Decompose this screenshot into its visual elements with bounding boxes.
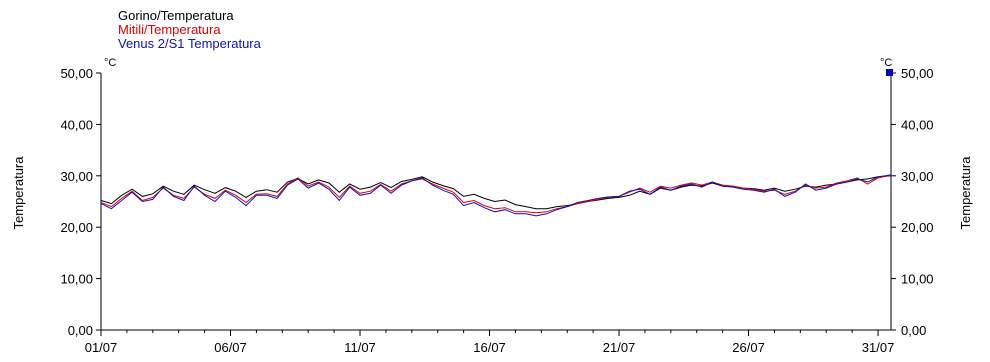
legend: Gorino/Temperatura Mitili/Temperatura Ve… [118, 9, 261, 51]
ticks: 0,00 0,00 10,00 10,00 20,00 20,00 30,00 30,00 40… [60, 66, 933, 355]
series-line-2 [100, 174, 892, 217]
y-tick-label-left: 40,00 [60, 117, 93, 132]
y-tick-label-left: 30,00 [60, 169, 93, 184]
y-unit-left: °C [104, 57, 116, 69]
series-lines [100, 174, 892, 217]
y-tick-label-right: 30,00 [901, 169, 934, 184]
y-tick-label-left: 0,00 [68, 323, 93, 338]
x-tick-label: 31/07 [862, 340, 895, 355]
y-tick-label-right: 50,00 [901, 66, 934, 81]
legend-item-mitili: Mitili/Temperatura [118, 22, 221, 37]
y-tick-label-left: 10,00 [60, 272, 93, 287]
series-marker [886, 69, 893, 76]
y-tick-label-right: 10,00 [901, 272, 934, 287]
series-line-0 [100, 175, 892, 210]
x-tick-label: 06/07 [214, 340, 247, 355]
y-tick-label-right: 20,00 [901, 220, 934, 235]
axes [100, 69, 893, 331]
x-tick-label: 01/07 [85, 340, 118, 355]
y-tick-label-right: 0,00 [901, 323, 926, 338]
x-tick-label: 26/07 [732, 340, 765, 355]
x-tick-label: 16/07 [473, 340, 506, 355]
x-tick-label: 11/07 [344, 340, 376, 355]
x-tick-label: 21/07 [603, 340, 636, 355]
series-line-1 [100, 174, 892, 214]
y-unit-right: °C [880, 57, 892, 69]
axis-labels: °C °C Temperatura Temperatura [11, 57, 973, 229]
legend-item-gorino: Gorino/Temperatura [118, 8, 234, 23]
y-tick-label-left: 50,00 [60, 66, 93, 81]
y-axis-label-right: Temperatura [958, 156, 973, 230]
y-axis-label-left: Temperatura [11, 156, 26, 230]
y-tick-label-right: 40,00 [901, 117, 934, 132]
legend-item-venus: Venus 2/S1 Temperatura [118, 36, 261, 51]
y-tick-label-left: 20,00 [60, 220, 93, 235]
